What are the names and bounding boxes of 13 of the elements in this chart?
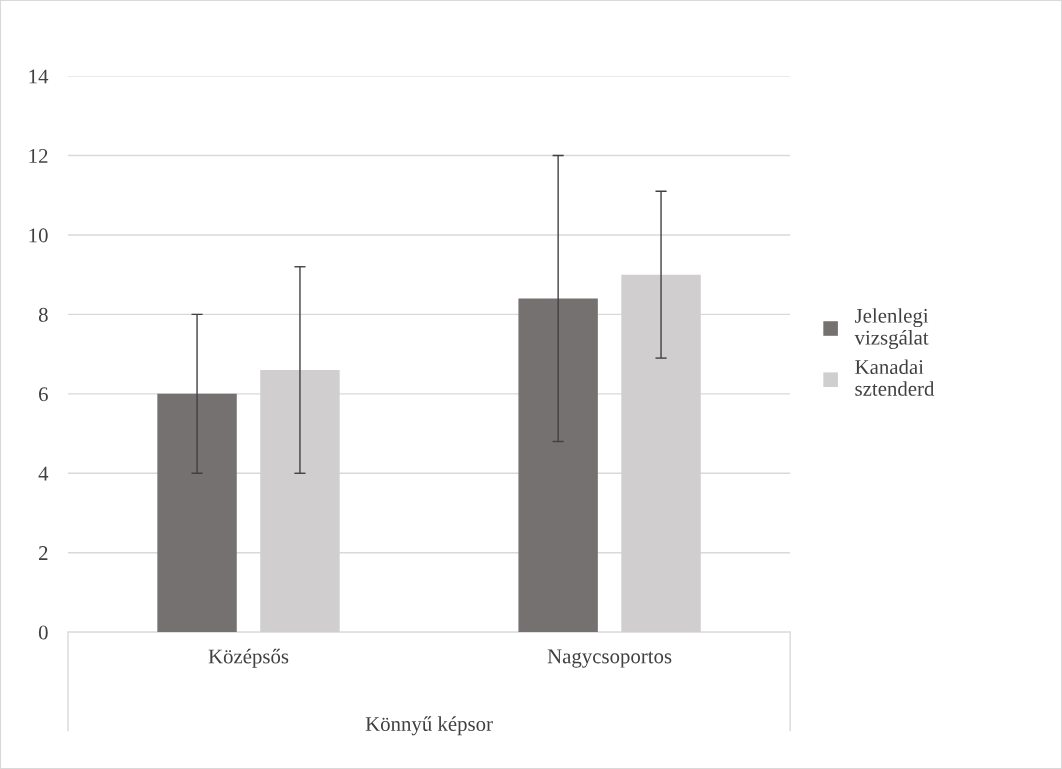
y-tick-label: 4 <box>38 466 49 481</box>
y-tick-label: 8 <box>38 307 48 322</box>
y-tick-label: 14 <box>29 69 49 84</box>
y-tick-label: 0 <box>38 625 48 640</box>
x-axis-title: Könnyű képsor <box>365 716 493 736</box>
y-tick-label: 2 <box>39 546 48 560</box>
y-tick-label: 10 <box>29 228 48 243</box>
x-tick-label: Középsős <box>208 648 289 668</box>
y-tick-label: 6 <box>39 387 48 402</box>
x-tick-label: Nagycsoportos <box>547 649 672 668</box>
y-tick-label: 12 <box>29 148 48 163</box>
legend-label: Jelenlegi vizsgálat <box>854 308 929 349</box>
legend-label: Kanadai sztenderd <box>855 359 935 396</box>
